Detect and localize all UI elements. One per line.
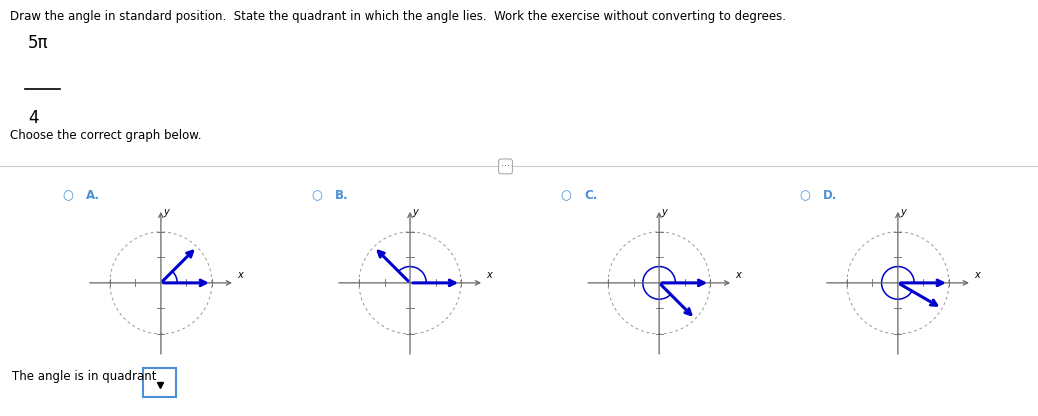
Text: y: y	[412, 208, 418, 218]
Text: ○: ○	[799, 189, 810, 202]
Text: C.: C.	[584, 189, 598, 202]
Text: The angle is in quadrant: The angle is in quadrant	[12, 370, 157, 383]
Text: y: y	[163, 208, 169, 218]
Text: ○: ○	[311, 189, 322, 202]
Text: x: x	[487, 270, 492, 280]
Text: D.: D.	[823, 189, 838, 202]
Text: B.: B.	[335, 189, 349, 202]
Text: y: y	[661, 208, 667, 218]
Text: A.: A.	[86, 189, 100, 202]
Text: Choose the correct graph below.: Choose the correct graph below.	[10, 129, 201, 142]
Text: Draw the angle in standard position.  State the quadrant in which the angle lies: Draw the angle in standard position. Sta…	[10, 10, 787, 23]
Text: ○: ○	[561, 189, 571, 202]
Text: ···: ···	[501, 161, 510, 171]
Text: x: x	[975, 270, 980, 280]
Text: 4: 4	[28, 109, 38, 127]
Text: y: y	[900, 208, 906, 218]
Text: x: x	[736, 270, 741, 280]
Text: ○: ○	[62, 189, 73, 202]
Text: 5π: 5π	[28, 34, 49, 52]
Text: x: x	[238, 270, 243, 280]
